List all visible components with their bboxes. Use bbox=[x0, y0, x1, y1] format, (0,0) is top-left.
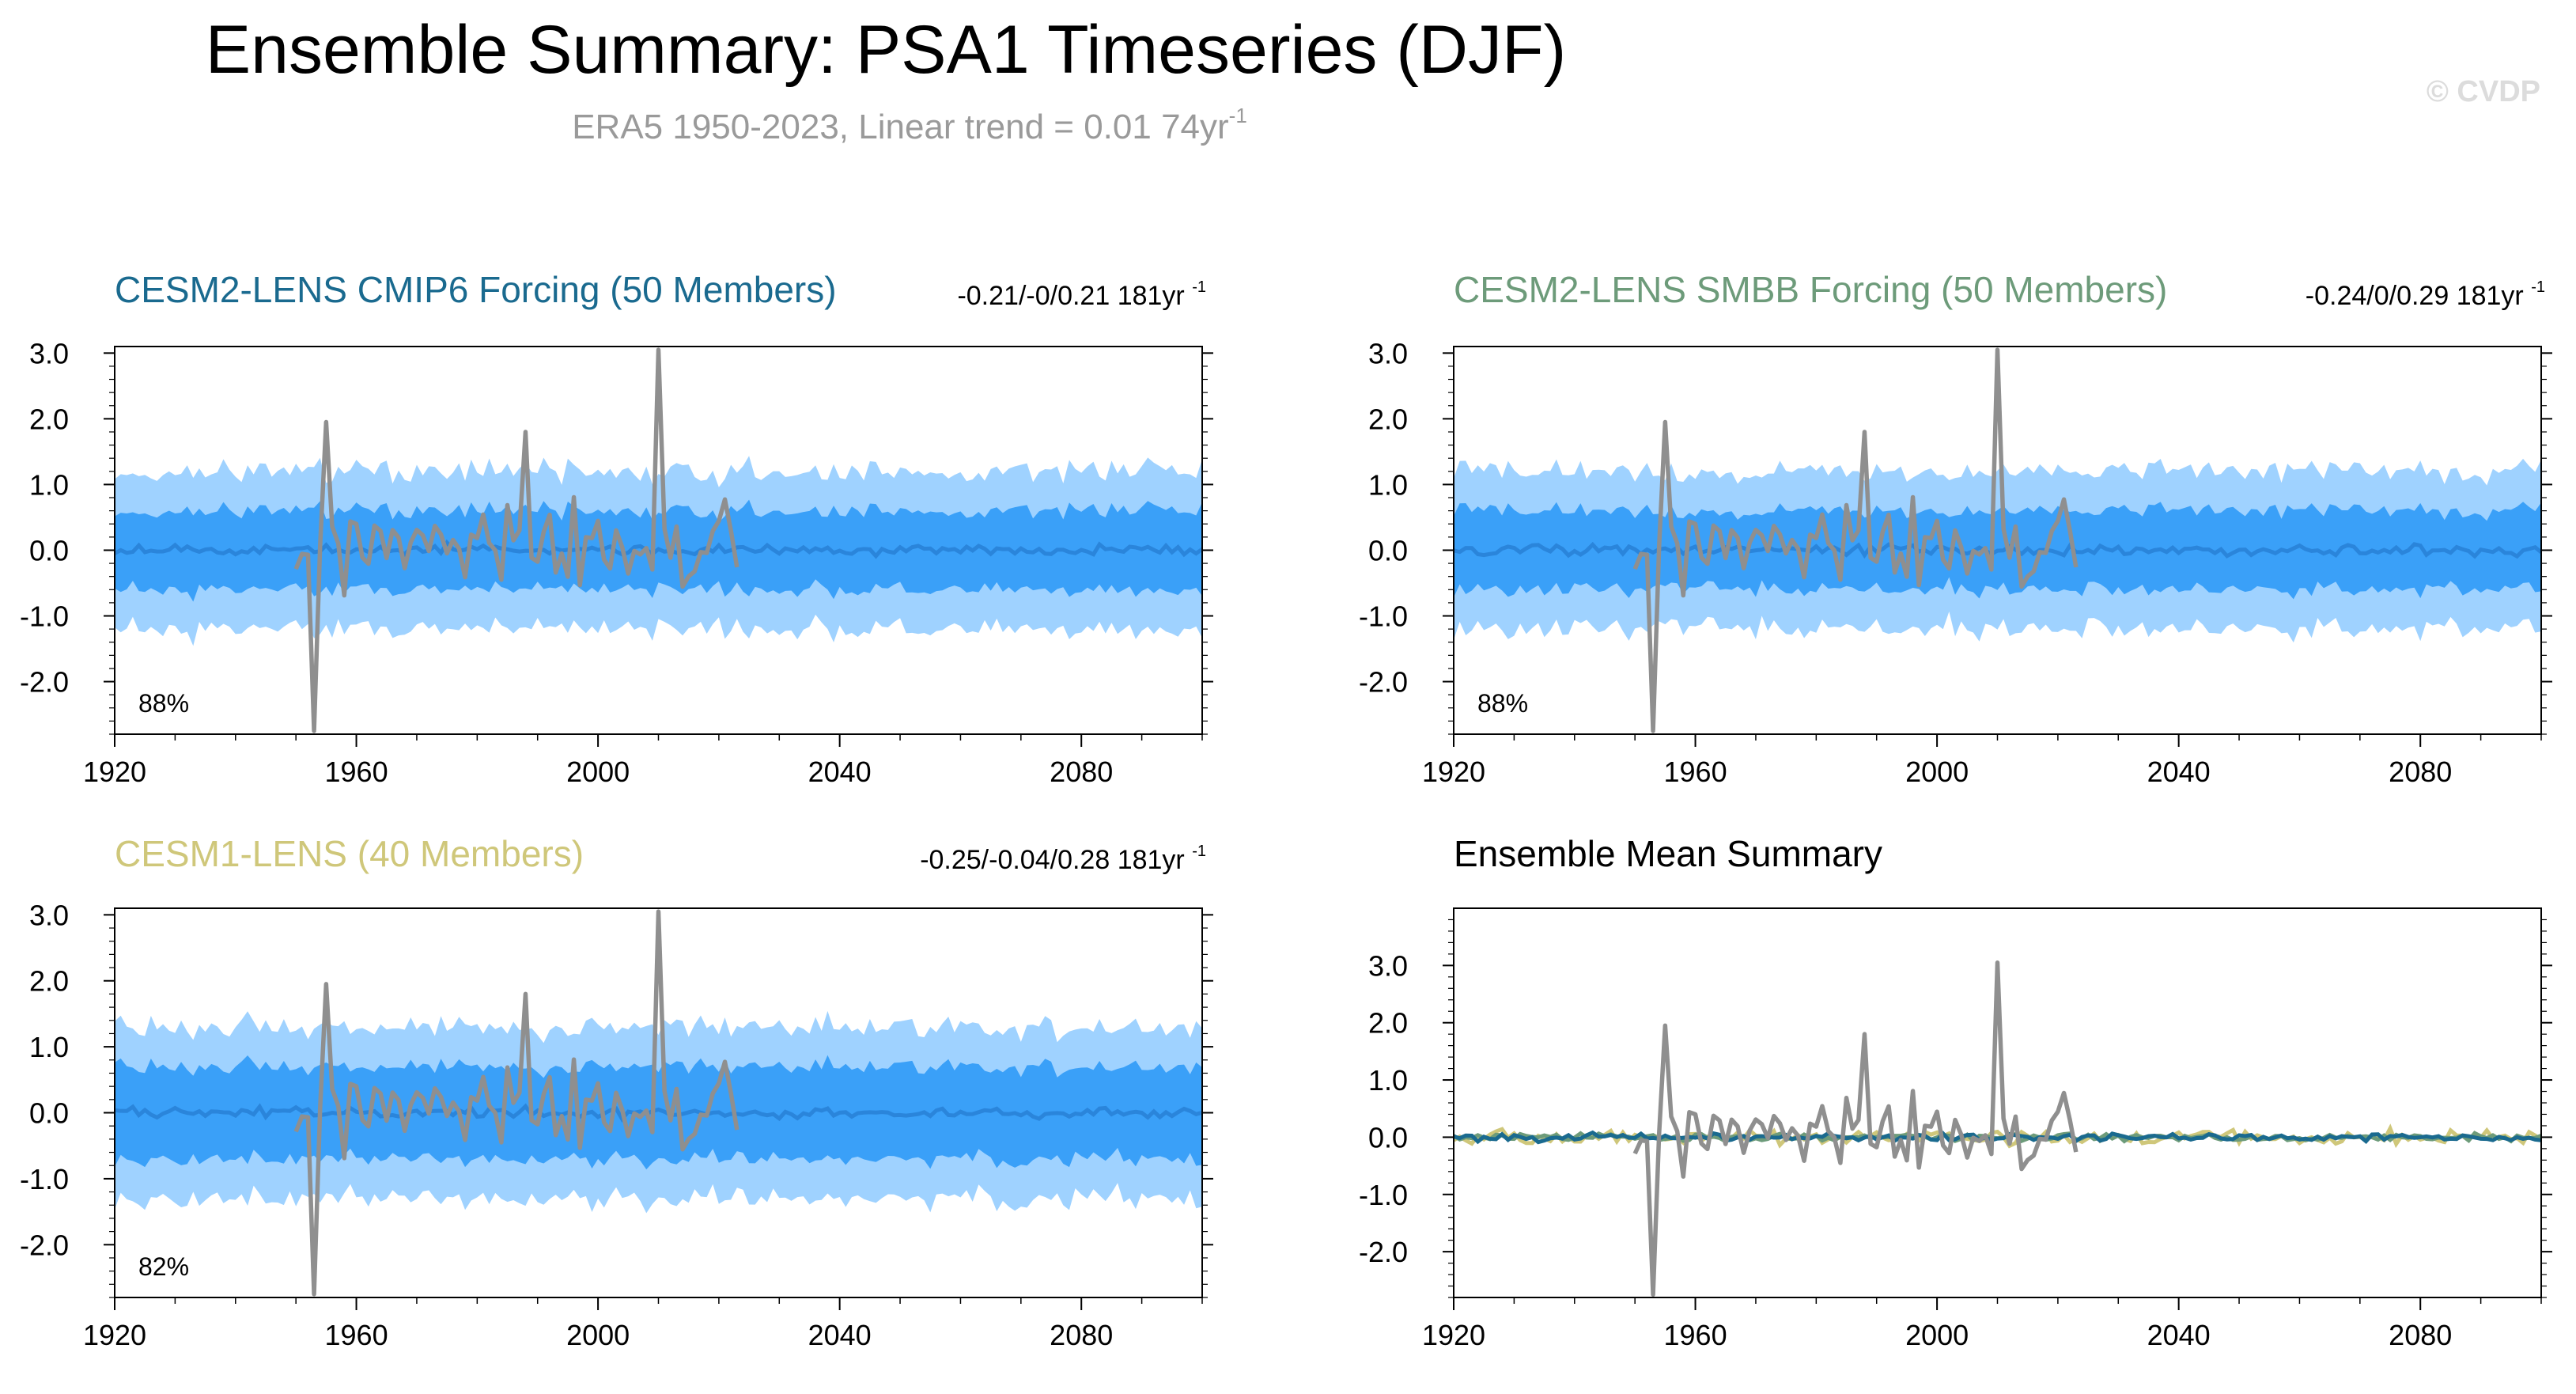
x-tick-label: 1920 bbox=[83, 756, 146, 788]
ensemble-mean-line bbox=[1454, 541, 2541, 559]
x-tick-label: 1960 bbox=[1664, 756, 1727, 788]
y-tick-label: 2.0 bbox=[1368, 403, 1408, 435]
trend-label: -0.21/-0/0.21 181yr -1 bbox=[957, 278, 1206, 311]
plot-area bbox=[1454, 960, 2541, 1297]
x-tick-label: 1920 bbox=[1422, 1319, 1485, 1351]
y-tick-label: -1.0 bbox=[20, 1163, 69, 1195]
x-tick-label: 2080 bbox=[2389, 756, 2452, 788]
percent-label: 88% bbox=[1477, 689, 1528, 718]
cesm2-cmip6-mean-line bbox=[1454, 1130, 2541, 1145]
observations-line bbox=[293, 909, 740, 1297]
watermark: © CVDP bbox=[2427, 75, 2540, 108]
y-tick-label: 0.0 bbox=[29, 534, 69, 566]
y-tick-label: 3.0 bbox=[29, 899, 69, 931]
ensemble-mean-line bbox=[115, 539, 1202, 559]
panel-title: CESM2-LENS SMBB Forcing (50 Members) bbox=[1454, 269, 2167, 310]
y-tick-label: 2.0 bbox=[29, 965, 69, 998]
y-tick-label: 3.0 bbox=[1368, 337, 1408, 369]
figure-title: Ensemble Summary: PSA1 Timeseries (DJF) bbox=[206, 12, 1566, 88]
y-tick-label: 3.0 bbox=[1368, 949, 1408, 982]
chart-panel-1: CESM2-LENS CMIP6 Forcing (50 Members) -0.… bbox=[20, 269, 1213, 788]
y-tick-label: -1.0 bbox=[20, 600, 69, 633]
y-tick-label: 0.0 bbox=[1368, 534, 1408, 566]
y-tick-label: 1.0 bbox=[1368, 1064, 1408, 1097]
y-tick-label: -2.0 bbox=[1359, 1236, 1408, 1268]
panel-title: CESM1-LENS (40 Members) bbox=[115, 833, 584, 874]
percent-label: 88% bbox=[138, 689, 189, 718]
trend-label: -0.24/0/0.29 181yr -1 bbox=[2306, 278, 2545, 311]
y-tick-label: 0.0 bbox=[29, 1097, 69, 1130]
percent-label: 82% bbox=[138, 1252, 189, 1281]
x-tick-label: 1920 bbox=[83, 1319, 146, 1351]
panel-title: Ensemble Mean Summary bbox=[1454, 833, 1882, 874]
y-tick-label: 0.0 bbox=[1368, 1121, 1408, 1153]
chart-panel-4: Ensemble Mean Summary 1920 1960 2000 2040 208… bbox=[1359, 833, 2552, 1351]
y-tick-label: -2.0 bbox=[20, 666, 69, 699]
x-tick-label: 2040 bbox=[808, 756, 872, 788]
x-tick-label: 1920 bbox=[1422, 756, 1485, 788]
y-tick-label: 1.0 bbox=[29, 468, 69, 501]
x-tick-label: 2080 bbox=[1050, 1319, 1113, 1351]
plot-area bbox=[115, 347, 1202, 733]
y-tick-label: 1.0 bbox=[1368, 468, 1408, 501]
x-tick-label: 2000 bbox=[1905, 1319, 1969, 1351]
y-tick-label: 1.0 bbox=[29, 1031, 69, 1063]
subtitle-text: ERA5 1950-2023, Linear trend = 0.01 74yr bbox=[572, 108, 1228, 146]
figure-subtitle: ERA5 1950-2023, Linear trend = 0.01 74yr… bbox=[572, 104, 1247, 146]
x-tick-label: 2040 bbox=[808, 1319, 872, 1351]
inner-percentile-band bbox=[115, 1055, 1202, 1170]
plot-area bbox=[1454, 347, 2541, 733]
x-tick-label: 1960 bbox=[1664, 1319, 1727, 1351]
panel-title: CESM2-LENS CMIP6 Forcing (50 Members) bbox=[115, 269, 837, 310]
observations-line bbox=[1632, 960, 2079, 1297]
x-tick-label: 1960 bbox=[325, 756, 388, 788]
trend-label: -0.25/-0.04/0.28 181yr -1 bbox=[920, 843, 1206, 875]
panels: CESM2-LENS CMIP6 Forcing (50 Members) -0.… bbox=[20, 269, 2552, 1351]
x-tick-label: 2040 bbox=[2147, 1319, 2211, 1351]
subtitle-superscript: -1 bbox=[1229, 104, 1247, 127]
x-tick-label: 2000 bbox=[566, 756, 630, 788]
chart-panel-2: CESM2-LENS SMBB Forcing (50 Members) -0.2… bbox=[1359, 269, 2552, 788]
x-tick-label: 2080 bbox=[2389, 1319, 2452, 1351]
y-tick-label: -1.0 bbox=[1359, 1179, 1408, 1211]
y-tick-label: 2.0 bbox=[1368, 1007, 1408, 1040]
y-tick-label: -2.0 bbox=[20, 1229, 69, 1261]
x-tick-label: 1960 bbox=[325, 1319, 388, 1351]
ensemble-mean-line bbox=[115, 1103, 1202, 1123]
x-tick-label: 2040 bbox=[2147, 756, 2211, 788]
chart-panel-3: CESM1-LENS (40 Members) -0.25/-0.04/0.28 … bbox=[20, 833, 1213, 1351]
observations-line bbox=[1632, 347, 2079, 733]
x-tick-label: 2000 bbox=[1905, 756, 1969, 788]
y-tick-label: 3.0 bbox=[29, 337, 69, 369]
observations-line bbox=[293, 347, 740, 733]
plot-area bbox=[115, 909, 1202, 1297]
y-tick-label: -2.0 bbox=[1359, 666, 1408, 699]
x-tick-label: 2080 bbox=[1050, 756, 1113, 788]
y-tick-label: 2.0 bbox=[29, 403, 69, 435]
x-tick-label: 2000 bbox=[566, 1319, 630, 1351]
y-tick-label: -1.0 bbox=[1359, 600, 1408, 633]
